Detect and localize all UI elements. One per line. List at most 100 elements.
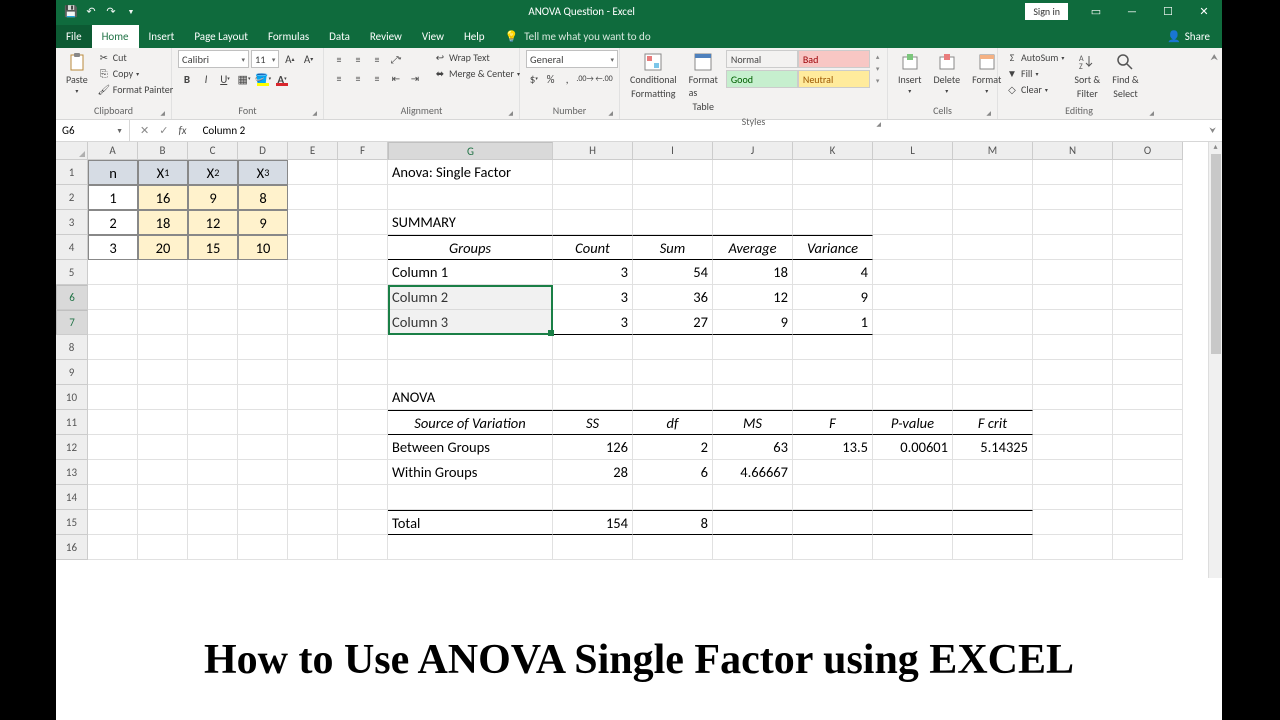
cell-O15[interactable] bbox=[1113, 510, 1183, 535]
orientation-button[interactable]: ⤢▾ bbox=[387, 50, 405, 68]
cell-I12[interactable]: 2 bbox=[633, 435, 713, 460]
cell-I11[interactable]: df bbox=[633, 410, 713, 435]
cell-B12[interactable] bbox=[138, 435, 188, 460]
undo-icon[interactable]: ↶ bbox=[84, 5, 98, 19]
cell-A3[interactable]: 2 bbox=[88, 210, 138, 235]
row-header-4[interactable]: 4 bbox=[56, 235, 88, 260]
cell-N7[interactable] bbox=[1033, 310, 1113, 335]
fill-button[interactable]: ▼Fill▾ bbox=[1004, 66, 1066, 81]
cell-A8[interactable] bbox=[88, 335, 138, 360]
style-good[interactable]: Good bbox=[726, 70, 798, 88]
cell-K4[interactable]: Variance bbox=[793, 235, 873, 260]
cell-G12[interactable]: Between Groups bbox=[388, 435, 553, 460]
cell-J12[interactable]: 63 bbox=[713, 435, 793, 460]
cell-B4[interactable]: 20 bbox=[138, 235, 188, 260]
cell-I3[interactable] bbox=[633, 210, 713, 235]
align-bottom-button[interactable]: ≡ bbox=[368, 50, 386, 68]
cell-C6[interactable] bbox=[188, 285, 238, 310]
cell-A7[interactable] bbox=[88, 310, 138, 335]
cell-O4[interactable] bbox=[1113, 235, 1183, 260]
cell-I10[interactable] bbox=[633, 385, 713, 410]
copy-button[interactable]: ⎘Copy▾ bbox=[96, 66, 175, 81]
cell-I7[interactable]: 27 bbox=[633, 310, 713, 335]
minimize-icon[interactable]: — bbox=[1114, 0, 1150, 23]
cell-L5[interactable] bbox=[873, 260, 953, 285]
cell-M13[interactable] bbox=[953, 460, 1033, 485]
cell-K8[interactable] bbox=[793, 335, 873, 360]
cell-O14[interactable] bbox=[1113, 485, 1183, 510]
cell-N6[interactable] bbox=[1033, 285, 1113, 310]
cell-N16[interactable] bbox=[1033, 535, 1113, 560]
row-header-5[interactable]: 5 bbox=[56, 260, 88, 285]
cell-I14[interactable] bbox=[633, 485, 713, 510]
cell-F14[interactable] bbox=[338, 485, 388, 510]
cell-B9[interactable] bbox=[138, 360, 188, 385]
cell-B3[interactable]: 18 bbox=[138, 210, 188, 235]
cell-A10[interactable] bbox=[88, 385, 138, 410]
row-header-2[interactable]: 2 bbox=[56, 185, 88, 210]
scroll-thumb[interactable] bbox=[1211, 154, 1221, 354]
cell-G8[interactable] bbox=[388, 335, 553, 360]
redo-icon[interactable]: ↷ bbox=[104, 5, 118, 19]
collapse-ribbon-icon[interactable]: ⮝ bbox=[1206, 48, 1222, 119]
cell-B13[interactable] bbox=[138, 460, 188, 485]
cell-A4[interactable]: 3 bbox=[88, 235, 138, 260]
cell-B16[interactable] bbox=[138, 535, 188, 560]
cell-J10[interactable] bbox=[713, 385, 793, 410]
col-header-E[interactable]: E bbox=[288, 142, 338, 160]
cell-H15[interactable]: 154 bbox=[553, 510, 633, 535]
cell-K14[interactable] bbox=[793, 485, 873, 510]
cell-H5[interactable]: 3 bbox=[553, 260, 633, 285]
cell-K16[interactable] bbox=[793, 535, 873, 560]
ribbon-opts-icon[interactable]: ▭ bbox=[1078, 0, 1114, 23]
accept-entry-icon[interactable]: ✓ bbox=[159, 124, 168, 137]
cell-C1[interactable]: X2 bbox=[188, 160, 238, 185]
cell-M6[interactable] bbox=[953, 285, 1033, 310]
cell-G10[interactable]: ANOVA bbox=[388, 385, 553, 410]
cell-D13[interactable] bbox=[238, 460, 288, 485]
tell-me[interactable]: 💡 Tell me what you want to do bbox=[495, 25, 661, 48]
cell-M15[interactable] bbox=[953, 510, 1033, 535]
cell-E11[interactable] bbox=[288, 410, 338, 435]
bold-button[interactable]: B bbox=[178, 70, 196, 88]
cell-K1[interactable] bbox=[793, 160, 873, 185]
cell-N14[interactable] bbox=[1033, 485, 1113, 510]
cell-N1[interactable] bbox=[1033, 160, 1113, 185]
row-header-16[interactable]: 16 bbox=[56, 535, 88, 560]
cell-D4[interactable]: 10 bbox=[238, 235, 288, 260]
cell-F8[interactable] bbox=[338, 335, 388, 360]
cell-D16[interactable] bbox=[238, 535, 288, 560]
cell-L16[interactable] bbox=[873, 535, 953, 560]
cell-H13[interactable]: 28 bbox=[553, 460, 633, 485]
cell-E9[interactable] bbox=[288, 360, 338, 385]
cell-I4[interactable]: Sum bbox=[633, 235, 713, 260]
cell-M11[interactable]: F crit bbox=[953, 410, 1033, 435]
row-header-6[interactable]: 6 bbox=[56, 285, 88, 310]
maximize-icon[interactable]: ☐ bbox=[1150, 0, 1186, 23]
cell-M7[interactable] bbox=[953, 310, 1033, 335]
cell-N13[interactable] bbox=[1033, 460, 1113, 485]
paste-button[interactable]: Paste ▾ bbox=[62, 50, 92, 97]
tab-data[interactable]: Data bbox=[319, 25, 360, 48]
cell-E1[interactable] bbox=[288, 160, 338, 185]
share-button[interactable]: 👤 Share bbox=[1155, 25, 1222, 48]
grow-font-button[interactable]: A▴ bbox=[281, 50, 298, 68]
cell-G7[interactable]: Column 3 bbox=[388, 310, 553, 335]
scrollbar-v[interactable]: ▴ bbox=[1208, 142, 1222, 578]
cond-format-button[interactable]: ConditionalFormatting bbox=[626, 50, 681, 102]
cell-N12[interactable] bbox=[1033, 435, 1113, 460]
col-header-A[interactable]: A bbox=[88, 142, 138, 160]
cell-O12[interactable] bbox=[1113, 435, 1183, 460]
align-middle-button[interactable]: ≡ bbox=[349, 50, 367, 68]
comma-button[interactable]: , bbox=[559, 70, 575, 88]
style-bad[interactable]: Bad bbox=[798, 50, 870, 68]
underline-button[interactable]: U▾ bbox=[216, 70, 234, 88]
cell-J2[interactable] bbox=[713, 185, 793, 210]
close-icon[interactable]: ✕ bbox=[1186, 0, 1222, 23]
col-header-J[interactable]: J bbox=[713, 142, 793, 160]
styles-up-icon[interactable]: ▴ bbox=[876, 52, 880, 61]
cell-J5[interactable]: 18 bbox=[713, 260, 793, 285]
cell-E12[interactable] bbox=[288, 435, 338, 460]
font-name-select[interactable]: Calibri▾ bbox=[178, 50, 249, 68]
cell-I13[interactable]: 6 bbox=[633, 460, 713, 485]
